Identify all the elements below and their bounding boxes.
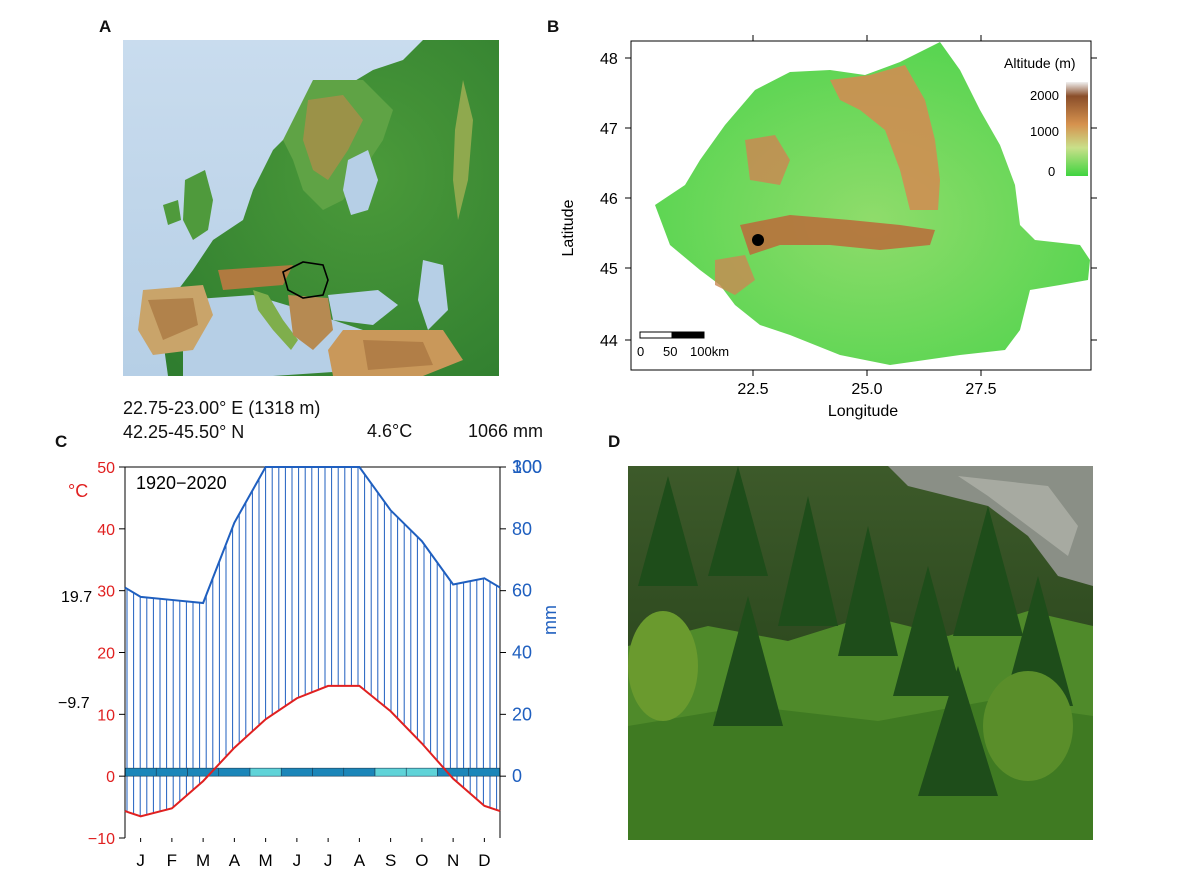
alps — [218, 265, 293, 290]
frost-bar-segment — [405, 767, 438, 777]
italian-peninsula — [253, 290, 298, 350]
ural-mountains — [453, 80, 473, 220]
month-label: J — [136, 851, 145, 870]
baltic-sea — [343, 150, 378, 215]
lat-tick-47: 47 — [600, 121, 618, 138]
apuseni-mountains — [745, 135, 790, 185]
panel-letter-b: B — [547, 17, 560, 36]
lat-tick-48: 48 — [600, 51, 618, 68]
min-temp-label: −9.7 — [58, 695, 90, 712]
lon-tick-22-5: 22.5 — [737, 381, 768, 398]
month-label: M — [196, 851, 210, 870]
temp-tick-label: 30 — [97, 584, 115, 601]
month-label: O — [415, 851, 428, 870]
scale-bar: 0 50 100km — [637, 331, 729, 359]
altitude-color-ramp — [1066, 82, 1088, 176]
caspian-sea — [418, 260, 448, 330]
altitude-tick-0: 0 — [1048, 164, 1055, 179]
temp-tick-label: 40 — [97, 522, 115, 539]
precip-tick-label: 0 — [512, 766, 522, 786]
temp-axis-label: °C — [68, 481, 88, 501]
lat-tick-44: 44 — [600, 333, 618, 350]
europe-relief-map — [123, 40, 499, 376]
romania-elevation-map: 0 50 100km Altitude (m) 2000 1000 0 48 4… — [560, 35, 1097, 420]
study-site-marker — [752, 234, 764, 246]
temp-tick-label: 0 — [106, 769, 115, 786]
panel-letter-c: C — [55, 432, 68, 451]
precip-tick-label: 40 — [512, 643, 532, 663]
precip-axis-label: mm — [540, 605, 560, 635]
lat-tick-45: 45 — [600, 261, 618, 278]
climate-coordinates-east: 22.75-23.00° E (1318 m) — [123, 398, 321, 418]
balkans — [288, 295, 333, 350]
month-label: N — [447, 851, 459, 870]
temperature-line — [124, 684, 501, 818]
precipitation-line — [124, 466, 501, 605]
british-isles — [183, 170, 213, 240]
temp-tick-label: 20 — [97, 646, 115, 663]
altitude-legend-title: Altitude (m) — [1004, 55, 1076, 71]
climate-annual-precipitation: 1066 mm — [468, 421, 544, 441]
altitude-legend: Altitude (m) 2000 1000 0 — [1004, 55, 1088, 179]
lat-tick-46: 46 — [600, 191, 618, 208]
frost-bar-segment — [374, 767, 407, 777]
climate-mean-temperature: 4.6°C — [367, 421, 413, 441]
month-label: M — [259, 851, 273, 870]
romania-shape — [655, 42, 1090, 365]
precip-tick-label: 60 — [512, 581, 532, 601]
scale-label-100km: 100km — [690, 344, 729, 359]
panel-letter-a: A — [99, 17, 112, 36]
climate-diagram: 1920−2020 °C mm 19.7 −9.7 50403020100−10… — [58, 457, 560, 870]
frost-bar-segment — [218, 767, 251, 777]
altitude-tick-1000: 1000 — [1030, 124, 1059, 139]
month-label: J — [293, 851, 302, 870]
scale-label-50: 50 — [663, 344, 677, 359]
frost-bar-segment — [124, 767, 157, 777]
lon-tick-25-0: 25.0 — [851, 381, 882, 398]
temp-tick-label: 50 — [97, 460, 115, 477]
latitude-label: Latitude — [560, 199, 577, 256]
frost-bar-segment — [343, 767, 376, 777]
eastern-carpathians — [830, 65, 940, 210]
month-label: S — [385, 851, 396, 870]
month-label: J — [324, 851, 333, 870]
southern-carpathians — [740, 215, 935, 255]
month-label: F — [167, 851, 177, 870]
frost-bar-segment — [312, 767, 345, 777]
longitude-label: Longitude — [828, 403, 898, 420]
longitude-axis: 22.5 25.0 27.5 Longitude — [737, 35, 997, 420]
max-temp-label: 19.7 — [61, 589, 92, 606]
precip-tick-label: 80 — [512, 519, 532, 539]
frost-bar-segment — [155, 767, 188, 777]
climate-coordinates-north: 42.25-45.50° N — [123, 422, 245, 442]
continent-landmass — [163, 40, 499, 376]
scale-label-0: 0 — [637, 344, 644, 359]
month-label: D — [478, 851, 490, 870]
chart-title: 1920−2020 — [136, 473, 227, 493]
temp-tick-label: −10 — [88, 831, 115, 848]
latitude-axis: 48 47 46 45 44 Latitude — [560, 51, 1097, 350]
conifer-trees — [638, 466, 1073, 796]
frost-bar-segment — [437, 767, 470, 777]
foreground-pine — [628, 611, 698, 721]
black-sea — [328, 290, 398, 325]
frost-bar-segment — [249, 767, 282, 777]
month-label: A — [354, 851, 366, 870]
temp-tick-label: 10 — [97, 707, 115, 724]
panel-letter-d: D — [608, 432, 621, 451]
lon-tick-27-5: 27.5 — [965, 381, 996, 398]
month-label: A — [229, 851, 241, 870]
precip-tick-label: 20 — [512, 704, 532, 724]
altitude-tick-2000: 2000 — [1030, 88, 1059, 103]
forest-photo — [628, 466, 1093, 840]
romania-outline — [282, 261, 329, 299]
frost-bar-segment — [280, 767, 313, 777]
frost-bar-segment — [468, 767, 501, 777]
precip-tick-label: 300 — [512, 457, 542, 477]
precip-tick-label: 100 — [512, 457, 542, 477]
